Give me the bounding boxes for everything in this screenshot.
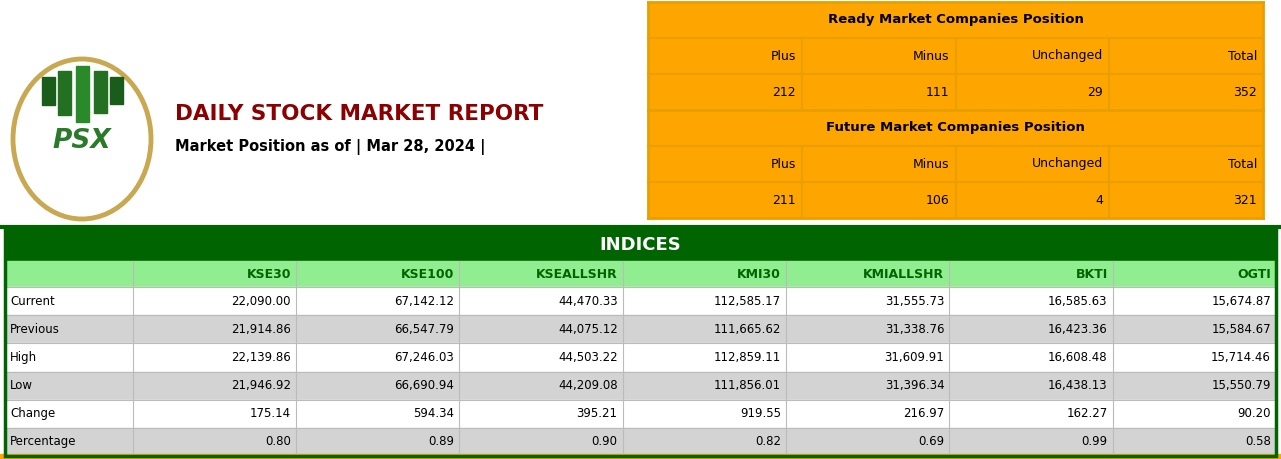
Text: 67,246.03: 67,246.03 [395,351,455,364]
Text: 15,550.79: 15,550.79 [1212,379,1271,392]
Text: 112,585.17: 112,585.17 [714,295,781,308]
Text: 111: 111 [926,85,949,99]
Text: Unchanged: Unchanged [1032,157,1103,170]
Text: 31,338.76: 31,338.76 [885,323,944,336]
Bar [76,66,88,122]
Text: 0.58: 0.58 [1245,436,1271,448]
Bar [5,400,1276,428]
Text: 16,438.13: 16,438.13 [1048,379,1108,392]
Text: 44,075.12: 44,075.12 [559,323,617,336]
Bar [0,454,1281,459]
Bar [58,71,70,115]
Text: 0.89: 0.89 [428,436,455,448]
Text: 395.21: 395.21 [576,407,617,420]
Text: Percentage: Percentage [10,436,77,448]
Text: 15,714.46: 15,714.46 [1211,351,1271,364]
Text: 919.55: 919.55 [740,407,781,420]
Text: KSEALLSHR: KSEALLSHR [535,268,617,280]
Bar [109,77,123,104]
Text: 4: 4 [1095,194,1103,207]
Text: 162.27: 162.27 [1066,407,1108,420]
Text: Minus: Minus [913,50,949,62]
Text: 44,209.08: 44,209.08 [559,379,617,392]
Text: Low: Low [10,379,33,392]
Bar [5,229,1276,456]
Text: 31,555.73: 31,555.73 [885,295,944,308]
Text: 66,690.94: 66,690.94 [395,379,455,392]
Text: Future Market Companies Position: Future Market Companies Position [826,122,1085,134]
Text: Previous: Previous [10,323,60,336]
Text: KSE100: KSE100 [401,268,455,280]
Text: 21,914.86: 21,914.86 [231,323,291,336]
Text: Unchanged: Unchanged [1032,50,1103,62]
Text: KMI30: KMI30 [737,268,781,280]
Text: 67,142.12: 67,142.12 [395,295,455,308]
Text: Ready Market Companies Position: Ready Market Companies Position [828,13,1084,27]
Text: 111,665.62: 111,665.62 [714,323,781,336]
Text: KSE30: KSE30 [246,268,291,280]
Text: 0.82: 0.82 [755,436,781,448]
Text: Minus: Minus [913,157,949,170]
Text: Change: Change [10,407,55,420]
Bar [5,261,1276,287]
Text: 15,674.87: 15,674.87 [1212,295,1271,308]
Text: KMIALLSHR: KMIALLSHR [863,268,944,280]
Bar [648,2,1263,110]
Text: INDICES: INDICES [600,236,681,254]
Text: Plus: Plus [770,157,796,170]
Bar [5,371,1276,400]
Bar [5,287,1276,315]
Text: 44,470.33: 44,470.33 [559,295,617,308]
Text: Total: Total [1227,50,1257,62]
Text: Plus: Plus [770,50,796,62]
Text: 44,503.22: 44,503.22 [559,351,617,364]
Bar [5,315,1276,343]
Text: 21,946.92: 21,946.92 [231,379,291,392]
Bar [5,428,1276,456]
Text: 90.20: 90.20 [1237,407,1271,420]
Text: 22,139.86: 22,139.86 [231,351,291,364]
Text: 594.34: 594.34 [414,407,455,420]
Text: 216.97: 216.97 [903,407,944,420]
Bar [94,71,106,113]
Text: 0.90: 0.90 [592,436,617,448]
Text: 212: 212 [772,85,796,99]
Text: 112,859.11: 112,859.11 [714,351,781,364]
Bar [648,110,1263,218]
Text: 106: 106 [926,194,949,207]
Text: 352: 352 [1234,85,1257,99]
Text: 15,584.67: 15,584.67 [1212,323,1271,336]
Text: 211: 211 [772,194,796,207]
Text: Current: Current [10,295,55,308]
Text: PSX: PSX [53,128,111,154]
Text: 16,423.36: 16,423.36 [1048,323,1108,336]
Text: 66,547.79: 66,547.79 [395,323,455,336]
Bar [5,343,1276,371]
Text: High: High [10,351,37,364]
Text: DAILY STOCK MARKET REPORT: DAILY STOCK MARKET REPORT [175,104,543,124]
Bar [41,77,55,105]
Text: 29: 29 [1088,85,1103,99]
Text: 111,856.01: 111,856.01 [714,379,781,392]
Text: 175.14: 175.14 [250,407,291,420]
Text: 16,608.48: 16,608.48 [1048,351,1108,364]
Text: 0.69: 0.69 [918,436,944,448]
Text: 31,609.91: 31,609.91 [885,351,944,364]
Text: OGTI: OGTI [1237,268,1271,280]
Text: Total: Total [1227,157,1257,170]
Text: 0.99: 0.99 [1081,436,1108,448]
Text: 321: 321 [1234,194,1257,207]
Bar [5,229,1276,261]
Text: Market Position as of | Mar 28, 2024 |: Market Position as of | Mar 28, 2024 | [175,139,485,155]
Text: BKTI: BKTI [1076,268,1108,280]
Text: 22,090.00: 22,090.00 [232,295,291,308]
Text: 31,396.34: 31,396.34 [885,379,944,392]
Text: 0.80: 0.80 [265,436,291,448]
Text: 16,585.63: 16,585.63 [1048,295,1108,308]
